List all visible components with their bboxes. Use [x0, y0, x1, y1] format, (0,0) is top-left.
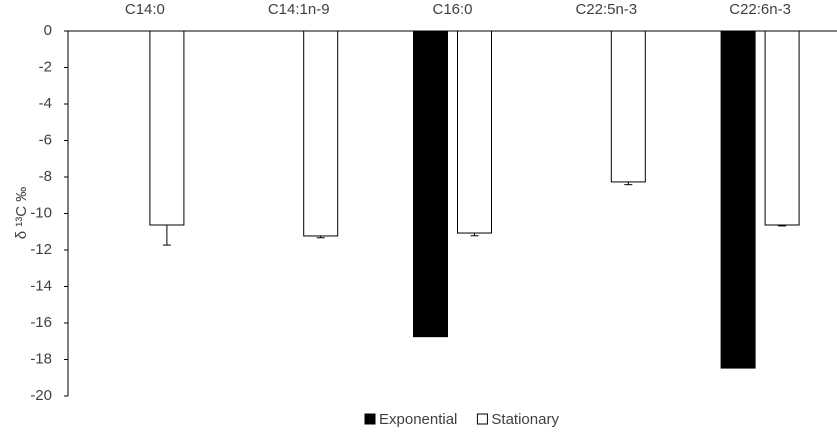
legend-swatch [476, 413, 488, 425]
y-tick-label: -12 [30, 241, 52, 258]
x-tick-label: C14:0 [125, 1, 165, 18]
x-tick-label: C16:0 [432, 1, 472, 18]
error-bar [778, 224, 787, 227]
y-axis-label: δ ¹³C ‰ [13, 187, 30, 240]
bar [610, 30, 646, 183]
bar [149, 30, 185, 226]
bar [303, 30, 339, 237]
bar [764, 30, 800, 226]
x-tick-label: C22:5n-3 [575, 1, 637, 18]
x-tick-label: C14:1n-9 [268, 1, 330, 18]
y-tick-label: -4 [39, 95, 52, 112]
bar [720, 30, 756, 369]
x-tick-label: C22:6n-3 [729, 1, 791, 18]
error-bar [316, 235, 325, 239]
legend-label: Exponential [379, 411, 457, 428]
legend-swatch [364, 413, 376, 425]
bar [457, 30, 492, 234]
error-bar [470, 233, 479, 237]
y-tick-label: -18 [30, 350, 52, 367]
y-tick-label: -14 [30, 277, 52, 294]
y-tick-label: -16 [30, 314, 52, 331]
y-tick-label: 0 [44, 22, 52, 39]
y-tick-label: -20 [30, 387, 52, 404]
y-tick-label: -8 [39, 168, 52, 185]
y-tick-label: -2 [39, 58, 52, 75]
bar [413, 30, 448, 338]
y-tick-label: -10 [30, 204, 52, 221]
error-bar [624, 181, 633, 186]
y-tick-label: -6 [39, 131, 52, 148]
error-bar [162, 224, 171, 246]
legend-label: Stationary [491, 411, 559, 428]
